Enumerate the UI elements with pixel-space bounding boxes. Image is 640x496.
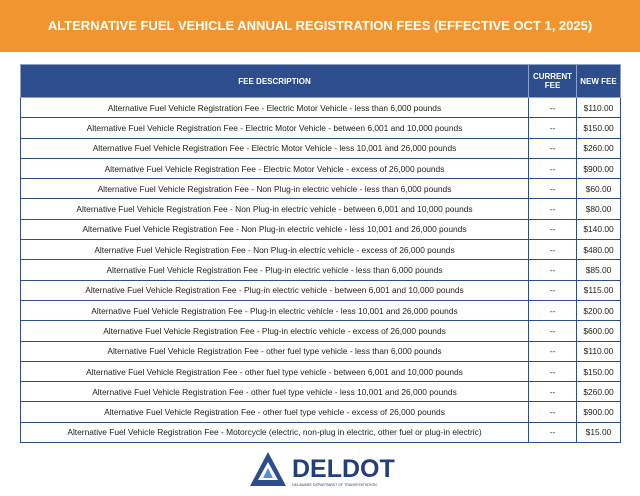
logo: DELDOT DELAWARE DEPARTMENT OF TRANSPORTA… (250, 452, 395, 487)
current-fee: -- (528, 117, 577, 139)
fee-description: Alternative Fuel Vehicle Registration Fe… (20, 381, 529, 403)
current-fee: -- (528, 157, 577, 180)
current-fee: -- (528, 381, 577, 403)
header-row: FEE DESCRIPTION CURRENT FEE NEW FEE (20, 64, 621, 98)
fee-row: Alternative Fuel Vehicle Registration Fe… (20, 299, 621, 322)
current-fee: -- (528, 421, 577, 444)
fee-description: Alternative Fuel Vehicle Registration Fe… (20, 401, 529, 423)
fee-description: Alternative Fuel Vehicle Registration Fe… (20, 218, 529, 241)
fee-row: Alternative Fuel Vehicle Registration Fe… (20, 137, 621, 159)
fee-row: Alternative Fuel Vehicle Registration Fe… (20, 360, 621, 383)
fee-row: Alternative Fuel Vehicle Registration Fe… (20, 198, 621, 220)
new-fee: $110.00 (576, 340, 621, 362)
new-fee: $140.00 (576, 218, 621, 241)
fee-description: Alternative Fuel Vehicle Registration Fe… (20, 320, 529, 342)
current-fee: -- (528, 279, 577, 301)
current-fee: -- (528, 198, 577, 220)
header-title: ALTERNATIVE FUEL VEHICLE ANNUAL REGISTRA… (0, 0, 640, 52)
new-fee: $85.00 (576, 259, 621, 281)
new-fee: $200.00 (576, 299, 621, 322)
fee-row: Alternative Fuel Vehicle Registration Fe… (20, 279, 621, 301)
new-fee: $115.00 (576, 279, 621, 301)
fee-row: Alternative Fuel Vehicle Registration Fe… (20, 320, 621, 342)
fee-row: Alternative Fuel Vehicle Registration Fe… (20, 401, 621, 423)
fee-description: Alternative Fuel Vehicle Registration Fe… (20, 96, 529, 119)
fee-row: Alternative Fuel Vehicle Registration Fe… (20, 157, 621, 180)
logo-name: DELDOT (292, 455, 395, 483)
fee-row: Alternative Fuel Vehicle Registration Fe… (20, 178, 621, 200)
fee-row: Alternative Fuel Vehicle Registration Fe… (20, 421, 621, 444)
current-fee: -- (528, 178, 577, 200)
new-fee: $260.00 (576, 381, 621, 403)
current-fee: -- (528, 340, 577, 362)
new-fee: $260.00 (576, 137, 621, 159)
fee-description: Alternative Fuel Vehicle Registration Fe… (20, 340, 529, 362)
new-fee: $80.00 (576, 198, 621, 220)
current-fee: -- (528, 299, 577, 322)
fee-description: Alternative Fuel Vehicle Registration Fe… (20, 137, 529, 159)
current-fee: -- (528, 320, 577, 342)
new-fee: $600.00 (576, 320, 621, 342)
current-fee: -- (528, 401, 577, 423)
current-fee: -- (528, 239, 577, 261)
fee-description: Alternative Fuel Vehicle Registration Fe… (20, 239, 529, 261)
fee-description: Alternative Fuel Vehicle Registration Fe… (20, 198, 529, 220)
fee-description: Alternative Fuel Vehicle Registration Fe… (20, 360, 529, 383)
new-fee: $60.00 (576, 178, 621, 200)
fee-description: Alternative Fuel Vehicle Registration Fe… (20, 157, 529, 180)
new-fee: $110.00 (576, 96, 621, 119)
fee-description: Alternative Fuel Vehicle Registration Fe… (20, 421, 529, 444)
fee-table: FEE DESCRIPTION CURRENT FEE NEW FEE Alte… (20, 64, 621, 444)
new-fee: $150.00 (576, 360, 621, 383)
current-fee: -- (528, 96, 577, 119)
current-fee: -- (528, 218, 577, 241)
new-fee: $150.00 (576, 117, 621, 139)
column-header: FEE DESCRIPTION (20, 64, 529, 98)
current-fee: -- (528, 360, 577, 383)
fee-description: Alternative Fuel Vehicle Registration Fe… (20, 259, 529, 281)
fee-row: Alternative Fuel Vehicle Registration Fe… (20, 218, 621, 241)
fee-description: Alternative Fuel Vehicle Registration Fe… (20, 279, 529, 301)
fee-row: Alternative Fuel Vehicle Registration Fe… (20, 117, 621, 139)
fee-row: Alternative Fuel Vehicle Registration Fe… (20, 381, 621, 403)
fee-row: Alternative Fuel Vehicle Registration Fe… (20, 340, 621, 362)
fee-description: Alternative Fuel Vehicle Registration Fe… (20, 299, 529, 322)
fee-row: Alternative Fuel Vehicle Registration Fe… (20, 96, 621, 119)
new-fee: $15.00 (576, 421, 621, 444)
new-fee: $900.00 (576, 157, 621, 180)
column-header: CURRENT FEE (528, 64, 577, 98)
new-fee: $480.00 (576, 239, 621, 261)
fee-row: Alternative Fuel Vehicle Registration Fe… (20, 239, 621, 261)
current-fee: -- (528, 137, 577, 159)
fee-row: Alternative Fuel Vehicle Registration Fe… (20, 259, 621, 281)
fee-description: Alternative Fuel Vehicle Registration Fe… (20, 178, 529, 200)
column-header: NEW FEE (576, 64, 621, 98)
fee-description: Alternative Fuel Vehicle Registration Fe… (20, 117, 529, 139)
new-fee: $900.00 (576, 401, 621, 423)
current-fee: -- (528, 259, 577, 281)
logo-tagline: DELAWARE DEPARTMENT OF TRANSPORTATION (292, 483, 377, 487)
